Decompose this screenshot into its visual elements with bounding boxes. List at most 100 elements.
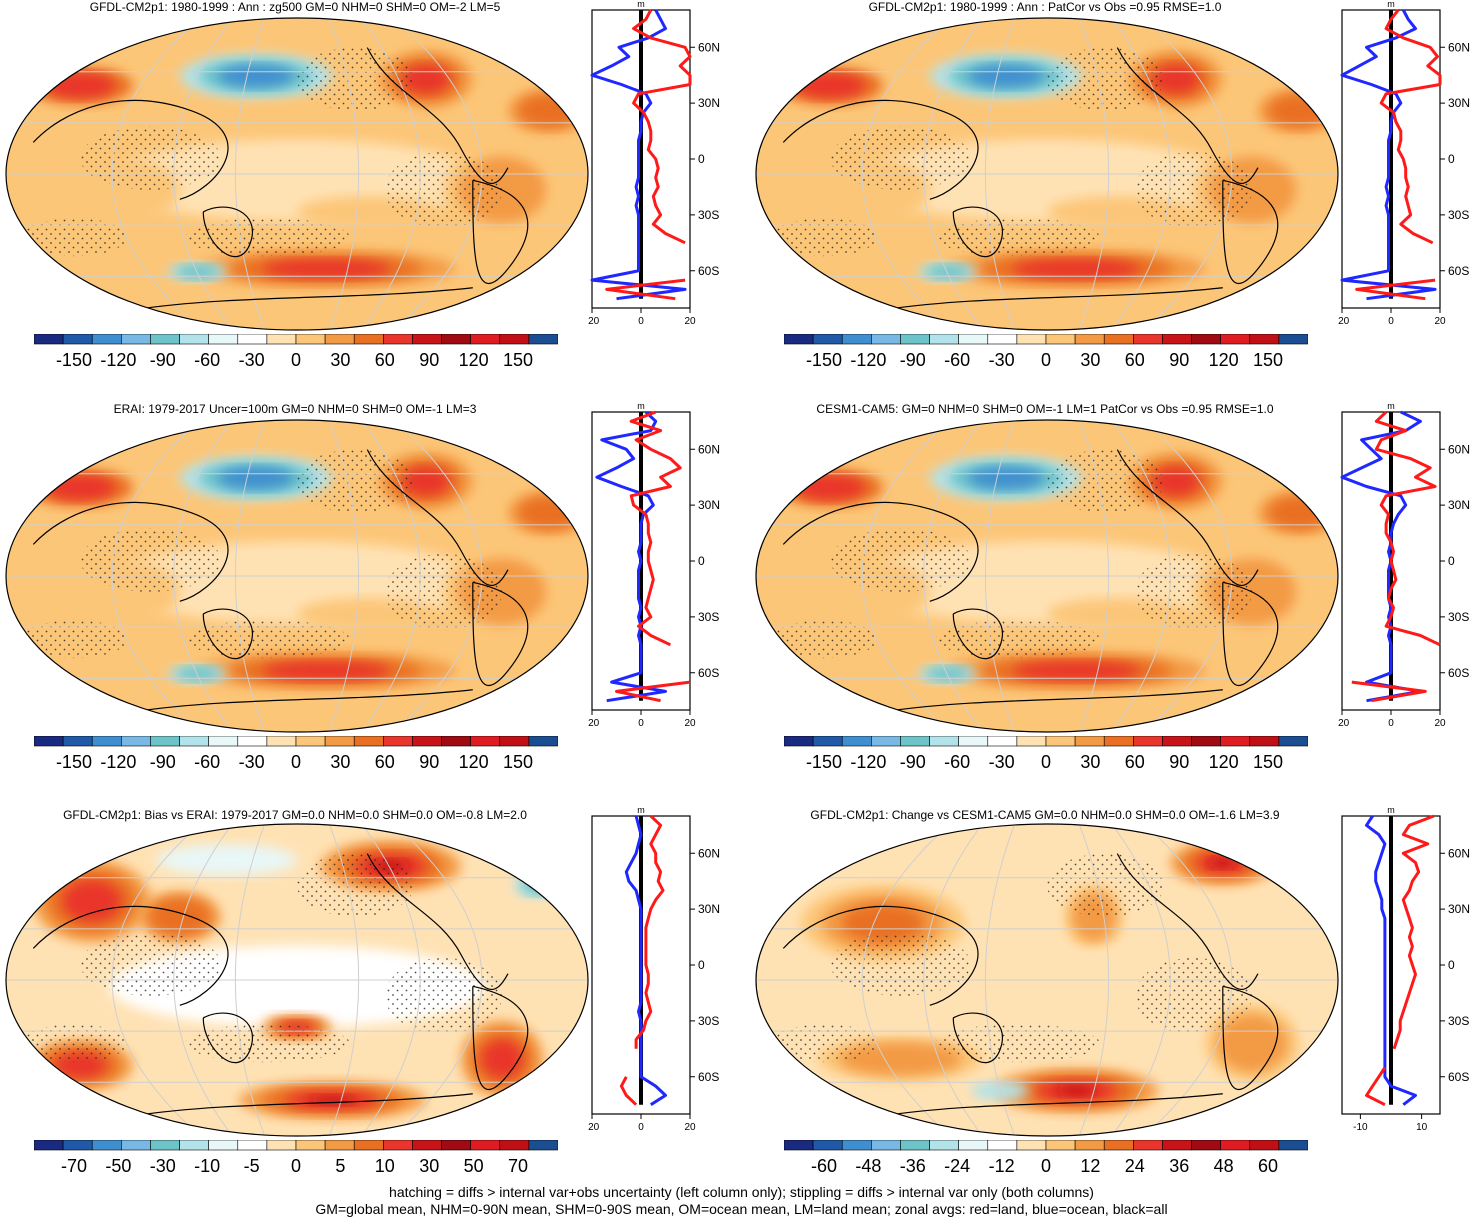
colorbar-swatch xyxy=(1278,736,1308,747)
zonal-xtick-label: 10 xyxy=(1416,1122,1428,1133)
zonal-units-label: m xyxy=(1387,401,1395,411)
colorbar-swatch xyxy=(1220,1140,1251,1151)
colorbar-swatch xyxy=(784,334,814,345)
colorbar-tick-label: -150 xyxy=(806,752,842,772)
colorbar-swatch xyxy=(1016,1140,1047,1151)
graticule-meridian xyxy=(234,420,266,732)
stippling-region xyxy=(185,218,350,257)
colorbar-swatch xyxy=(841,334,872,345)
stippling-region xyxy=(1134,957,1253,1034)
colorbar-swatch xyxy=(528,334,558,345)
coastline xyxy=(132,1093,473,1117)
map-plot xyxy=(755,823,1339,1137)
colorbar-tick-label: 0 xyxy=(1041,1156,1051,1176)
colorbar: -70 -50 -30 -10 -5 0 5 10 30 50 70 xyxy=(34,1140,558,1176)
colorbar-tick-label: 0 xyxy=(291,752,301,772)
colorbar-swatch xyxy=(353,1140,384,1151)
graticule-meridian xyxy=(111,824,201,1136)
colorbar-tick-label: 120 xyxy=(1209,350,1239,370)
stippling-region xyxy=(384,957,503,1034)
colorbar-swatch xyxy=(237,334,268,345)
panel-title: GFDL-CM2p1: Bias vs ERAI: 1979-2017 GM=0… xyxy=(63,808,527,822)
colorbar-tick-label: -48 xyxy=(855,1156,881,1176)
footer-line-2: GM=global mean, NHM=0-90N mean, SHM=0-90… xyxy=(315,1201,1168,1217)
panel-title: GFDL-CM2p1: 1980-1999 : Ann : zg500 GM=0… xyxy=(89,0,501,14)
map-anomaly-blob xyxy=(156,844,297,876)
colorbar-tick-label: 30 xyxy=(330,350,350,370)
colorbar-tick-label: -30 xyxy=(239,752,265,772)
stippling-region xyxy=(21,620,128,659)
coastline xyxy=(952,1012,1003,1064)
coastline xyxy=(1116,47,1259,184)
stippling-region xyxy=(297,449,415,513)
map-anomaly-blob xyxy=(45,72,116,99)
zonal-ytick-label: 0 xyxy=(698,152,705,166)
stippling-region xyxy=(384,553,503,630)
stippling-region xyxy=(1134,151,1253,228)
colorbar-swatch xyxy=(179,736,209,747)
colorbar-tick-label: 150 xyxy=(503,350,533,370)
colorbar-tick-label: 0 xyxy=(1041,350,1051,370)
coastline xyxy=(202,1012,253,1064)
graticule-meridian xyxy=(1078,420,1110,732)
colorbar-swatch xyxy=(1220,334,1251,345)
zonal-units-label: m xyxy=(637,805,645,815)
colorbar-tick-label: 120 xyxy=(1209,752,1239,772)
graticule-meridian xyxy=(361,420,421,732)
colorbar-swatch xyxy=(812,334,843,345)
colorbar-swatch xyxy=(528,1140,558,1151)
zonal-ytick-label: 30N xyxy=(698,498,720,512)
colorbar-swatch xyxy=(1045,1140,1076,1151)
zonal-ytick-label: 60S xyxy=(698,666,719,680)
graticule-meridian xyxy=(1078,18,1110,330)
coastline xyxy=(1116,853,1259,990)
colorbar-swatch xyxy=(34,1140,64,1151)
colorbar-swatch xyxy=(383,334,413,345)
colorbar-swatch xyxy=(1278,1140,1308,1151)
colorbar-swatch xyxy=(34,334,64,345)
colorbar-swatch xyxy=(841,736,872,747)
colorbar-swatch xyxy=(91,736,122,747)
colorbar-swatch xyxy=(179,1140,209,1151)
coastline xyxy=(32,99,229,200)
colorbar-swatch xyxy=(208,1140,239,1151)
colorbar-swatch xyxy=(499,1140,530,1151)
colorbar-tick-label: -60 xyxy=(811,1156,837,1176)
colorbar-swatch xyxy=(1249,1140,1280,1151)
colorbar-tick-label: 150 xyxy=(503,752,533,772)
graticule-meridian xyxy=(111,18,201,330)
colorbar-swatch xyxy=(1249,736,1280,747)
colorbar-tick-label: 60 xyxy=(1125,752,1145,772)
panel-bottom-right: GFDL-CM2p1: Change vs CESM1-CAM5 GM=0.0 … xyxy=(750,805,1483,1206)
colorbar-tick-label: -90 xyxy=(150,752,176,772)
colorbar-swatch xyxy=(1016,736,1047,747)
zonal-xtick-label: 0 xyxy=(638,718,644,729)
map-anomaly-blob xyxy=(967,466,1045,490)
zonal-ytick-label: 30S xyxy=(698,610,719,624)
zonal-ytick-label: 60N xyxy=(698,40,720,54)
colorbar-tick-label: -60 xyxy=(194,350,220,370)
colorbar-swatch xyxy=(121,1140,151,1151)
graticule-meridian xyxy=(1078,824,1110,1136)
colorbar-swatch xyxy=(150,736,180,747)
colorbar-tick-label: -120 xyxy=(100,350,136,370)
graticule-meridian xyxy=(234,18,266,330)
colorbar-tick-label: -90 xyxy=(900,350,926,370)
colorbar-tick-label: -30 xyxy=(989,752,1015,772)
map-plot xyxy=(755,419,1339,733)
colorbar-swatch xyxy=(987,334,1018,345)
stippling-region xyxy=(21,218,128,257)
colorbar-tick-label: -150 xyxy=(56,752,92,772)
stippling-region xyxy=(297,47,415,111)
colorbar-tick-label: 70 xyxy=(508,1156,528,1176)
stippling-region xyxy=(21,1024,128,1063)
colorbar: -150 -120 -90 -60 -30 0 30 60 90 120 150 xyxy=(784,334,1308,370)
colorbar-tick-label: 90 xyxy=(419,752,439,772)
zonal-ytick-label: 0 xyxy=(698,554,705,568)
zonal-mean-plot: m 60N 30N 0 30S 60S -20 0 20 xyxy=(1338,401,1470,729)
colorbar-swatch xyxy=(1016,334,1047,345)
panel-title: GFDL-CM2p1: Change vs CESM1-CAM5 GM=0.0 … xyxy=(810,808,1280,822)
zonal-ytick-label: 60S xyxy=(1448,1070,1469,1084)
map-anomaly-blob xyxy=(481,1040,523,1078)
zonal-ytick-label: 30N xyxy=(1448,96,1470,110)
